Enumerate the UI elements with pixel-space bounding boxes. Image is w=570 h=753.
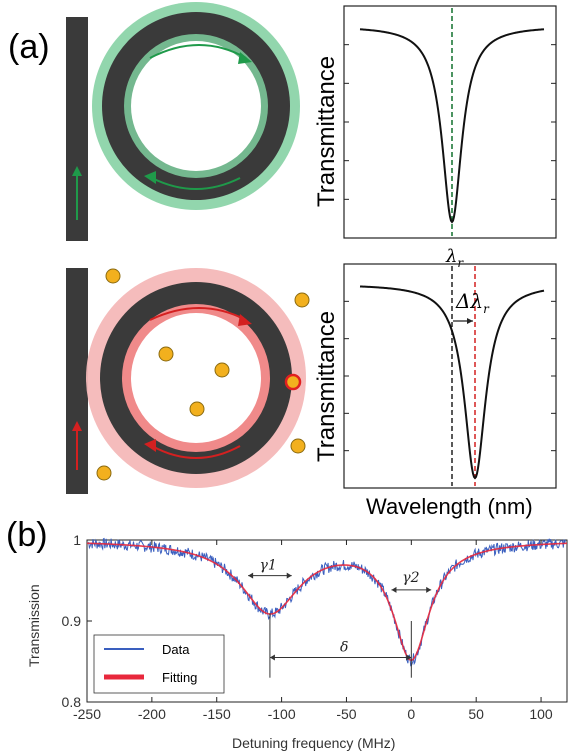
gamma1-arrow-head-right [287, 573, 292, 579]
ring-resonator-clean [66, 2, 300, 241]
x-tick-label: -150 [203, 706, 231, 722]
legend-label-fitting: Fitting [162, 670, 197, 685]
particle [291, 439, 305, 453]
xlabel-wavelength: Wavelength (nm) [366, 494, 533, 519]
ring-resonator-shifted [66, 268, 309, 494]
delta-arrow-head-left [270, 654, 275, 660]
shift-label: Δλr [455, 289, 490, 316]
particle-bound [286, 375, 300, 389]
chart-xlabel: Detuning frequency (MHz) [232, 735, 395, 751]
x-tick-label: -50 [336, 706, 356, 722]
particle [159, 347, 173, 361]
particle [295, 293, 309, 307]
transmittance-plot-bottom: Δλr Transmittance Wavelength (nm) [313, 264, 556, 519]
particle [215, 363, 229, 377]
ylabel-top: Transmittance [313, 56, 340, 207]
y-tick-label: 0.8 [62, 694, 82, 710]
y-tick-label: 1 [73, 532, 81, 548]
gamma2-arrow-head-right [426, 587, 431, 593]
particle [190, 402, 204, 416]
x-tick-label: -200 [138, 706, 166, 722]
resonance-label: λr [445, 246, 464, 270]
legend-box [94, 635, 224, 693]
legend-label-data: Data [162, 642, 190, 657]
x-tick-label: -100 [268, 706, 296, 722]
panel-b-label: (b) [6, 516, 48, 554]
gamma2-label: γ2 [402, 570, 419, 586]
x-tick-label: 0 [407, 706, 415, 722]
chart-ylabel: Transmission [26, 584, 42, 667]
panel-a-label: (a) [8, 28, 50, 66]
gamma2-arrow-head-left [391, 587, 396, 593]
transmittance-plot-top: Transmittance λr [313, 6, 556, 270]
chart-annotations: γ1 γ2 δ [248, 558, 431, 678]
delta-label: δ [340, 639, 348, 655]
gamma1-arrow-head-left [248, 573, 253, 579]
tick-marks-top [344, 45, 556, 200]
particle [97, 466, 111, 480]
x-tick-label: 50 [468, 706, 484, 722]
x-tick-label: 100 [529, 706, 553, 722]
ylabel-bottom: Transmittance [313, 311, 340, 462]
y-tick-label: 0.9 [62, 613, 82, 629]
plot-frame-top [344, 6, 556, 238]
gamma1-label: γ1 [260, 558, 277, 574]
chart-legend: Data Fitting [94, 635, 224, 693]
particle [106, 269, 120, 283]
ring-hole-shifted [131, 313, 261, 443]
